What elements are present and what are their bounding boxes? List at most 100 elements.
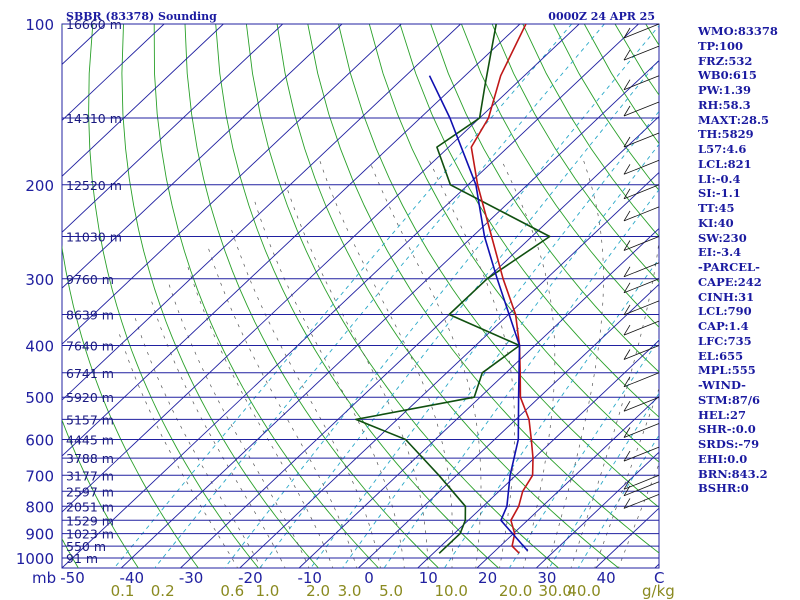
wind-barb <box>623 23 660 39</box>
wind-barb-flag <box>623 376 631 388</box>
wind-barb-flag <box>623 164 631 175</box>
station-title: SBBR (83378) Sounding <box>66 10 217 23</box>
isotherm <box>120 59 659 568</box>
mixing-ratio-line <box>383 188 659 568</box>
wind-barb-flag <box>623 266 631 278</box>
moist-adiabat <box>207 245 358 568</box>
moist-adiabat <box>570 239 659 568</box>
temperature-tick-label: 0 <box>364 569 374 587</box>
mixing-ratio-label: 20.0 <box>499 582 532 600</box>
mixing-ratio-label: 1.0 <box>255 582 279 600</box>
temperature-tick-label: -30 <box>179 569 204 587</box>
index-row: SW:230 <box>698 230 747 245</box>
wind-barb <box>623 132 660 148</box>
wind-barb-flag <box>623 498 631 509</box>
moist-adiabat <box>594 387 659 568</box>
mixing-ratio-label: 10.0 <box>434 582 467 600</box>
wind-barb <box>623 481 660 497</box>
index-row: EHI:0.0 <box>698 451 748 466</box>
dry-adiabat <box>245 24 560 568</box>
wind-barb-flag <box>623 324 631 336</box>
wind-barb-flag <box>623 240 631 251</box>
isotherm <box>417 339 659 568</box>
wind-barb <box>623 300 660 316</box>
wind-barb-flag <box>623 427 631 438</box>
index-row: RH:58.3 <box>698 97 751 112</box>
dry-adiabat <box>121 24 320 568</box>
index-row: BSHR:0 <box>698 481 749 496</box>
dry-adiabat <box>215 24 500 568</box>
dewpoint-profile <box>355 24 551 554</box>
pressure-tick-label: 900 <box>25 526 54 544</box>
wind-barb-flag <box>623 79 631 90</box>
moist-adiabat <box>187 266 334 568</box>
temperature-tick-label: 20 <box>478 569 497 587</box>
index-row: LFC:735 <box>698 333 752 348</box>
height-label: 12520 m <box>66 178 122 193</box>
wind-barb <box>623 101 660 117</box>
isotherm <box>476 395 659 568</box>
wind-barb <box>623 372 660 388</box>
index-row: TP:100 <box>698 38 744 53</box>
pressure-tick-label: 800 <box>25 498 54 516</box>
pressure-tick-label: 600 <box>25 432 54 450</box>
pressure-tick-label: 400 <box>25 338 54 356</box>
isotherm <box>239 171 659 568</box>
height-label: 1529 m <box>66 513 114 528</box>
mixing-ratio-label: 5.0 <box>379 582 403 600</box>
index-row: TH:5829 <box>698 127 754 142</box>
height-label: 3177 m <box>66 468 114 483</box>
pressure-unit: mb <box>32 569 56 587</box>
wind-barb-flag <box>623 136 631 148</box>
mixing-ratio-label: 30.0 <box>538 582 571 600</box>
wind-barb <box>623 45 660 61</box>
isotherm <box>62 24 343 289</box>
index-row: L57:4.6 <box>698 142 747 156</box>
isotherm <box>62 24 284 233</box>
dry-adiabat <box>184 24 440 568</box>
mixing-ratio-line <box>224 24 659 568</box>
wind-barb <box>623 345 660 360</box>
dry-adiabat <box>62 24 199 568</box>
index-row: -PARCEL- <box>698 260 760 274</box>
isotherm <box>62 24 402 345</box>
index-row: CAPE:242 <box>698 274 762 289</box>
wind-barb-flag <box>623 349 631 360</box>
isotherm <box>62 24 639 568</box>
pressure-tick-label: 700 <box>25 467 54 485</box>
isotherm <box>62 24 521 457</box>
pressure-tick-label: 300 <box>25 271 54 289</box>
height-label: 7640 m <box>66 339 114 354</box>
index-row: HEL:27 <box>698 407 746 422</box>
index-row: CAP:1.4 <box>698 319 749 333</box>
index-row: TT:45 <box>698 201 735 215</box>
index-row: PW:1.39 <box>698 83 752 97</box>
dry-adiabat <box>88 24 260 568</box>
dry-adiabat <box>338 24 659 508</box>
index-row: KI:40 <box>698 215 734 230</box>
height-label: 3788 m <box>66 451 114 466</box>
temperature-tick-label: -40 <box>120 569 145 587</box>
wind-barb-flag <box>623 400 631 412</box>
mixing-ratio-label: 0.6 <box>220 582 244 600</box>
wind-barb-flag <box>623 485 631 497</box>
wind-barb <box>623 494 660 509</box>
mixing-ratio-label: 2.0 <box>306 582 330 600</box>
index-row: FRZ:532 <box>698 53 753 68</box>
pressure-tick-label: 200 <box>25 177 54 195</box>
pressure-tick-label: 500 <box>25 389 54 407</box>
dry-adiabat <box>399 24 659 418</box>
height-label: 2051 m <box>66 499 114 514</box>
temperature-profile <box>470 24 534 554</box>
isotherm <box>358 283 659 568</box>
height-label: 16660 m <box>66 17 122 32</box>
pressure-tick-label: 1000 <box>16 550 54 568</box>
wind-barb <box>623 236 660 251</box>
index-row: WMO:83378 <box>698 24 778 38</box>
wind-barb <box>623 206 660 222</box>
index-row: EL:655 <box>698 348 744 363</box>
index-row: MPL:555 <box>698 363 756 378</box>
isotherm <box>535 451 659 568</box>
temperature-tick-label: 10 <box>419 569 438 587</box>
